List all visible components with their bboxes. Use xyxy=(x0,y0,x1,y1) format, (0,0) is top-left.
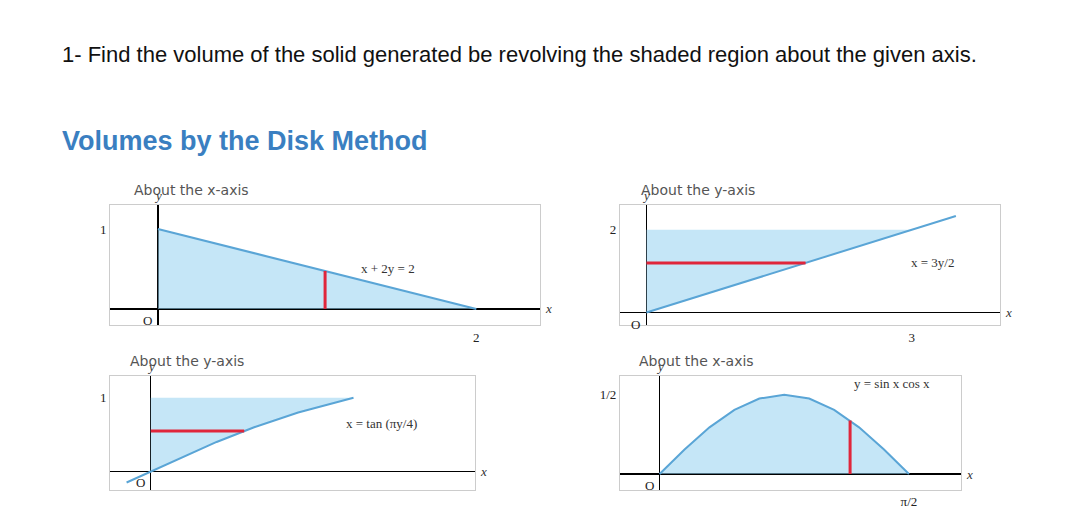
svg-text:2: 2 xyxy=(473,330,480,345)
svg-text:1: 1 xyxy=(100,390,107,405)
svg-text:2: 2 xyxy=(610,222,617,237)
svg-text:x + 2y = 2: x + 2y = 2 xyxy=(361,261,415,276)
svg-text:O: O xyxy=(631,317,640,332)
svg-text:About the x-axis: About the x-axis xyxy=(639,353,754,369)
svg-text:y: y xyxy=(147,359,155,374)
svg-text:About the y-axis: About the y-axis xyxy=(130,353,244,369)
html-text:Volumes by the Disk Method: Volumes by the Disk Method xyxy=(62,126,428,156)
svg-text:About the y-axis: About the y-axis xyxy=(641,182,755,198)
svg-text:About the x-axis: About the x-axis xyxy=(134,182,249,198)
svg-text:x: x xyxy=(545,301,552,316)
svg-text:y: y xyxy=(642,188,650,203)
svg-text:y: y xyxy=(154,188,162,203)
svg-text:O: O xyxy=(136,475,145,490)
svg-text:x = 3y/2: x = 3y/2 xyxy=(911,255,954,270)
svg-text:3: 3 xyxy=(908,330,915,345)
svg-text:O: O xyxy=(645,478,654,493)
svg-text:y: y xyxy=(656,359,664,374)
svg-text:O: O xyxy=(143,313,152,328)
svg-text:x: x xyxy=(480,464,487,479)
svg-text:1/2: 1/2 xyxy=(600,387,617,402)
svg-text:y = sin x cos x: y = sin x cos x xyxy=(854,376,930,391)
svg-text:1: 1 xyxy=(100,222,107,237)
svg-text:x: x xyxy=(966,467,973,482)
svg-text:x: x xyxy=(1005,305,1012,320)
html-text:1- Find the volume of the soli: 1- Find the volume of the solid generate… xyxy=(62,42,977,67)
svg-text:π/2: π/2 xyxy=(901,494,918,509)
svg-text:x = tan (πy/4): x = tan (πy/4) xyxy=(346,416,417,431)
